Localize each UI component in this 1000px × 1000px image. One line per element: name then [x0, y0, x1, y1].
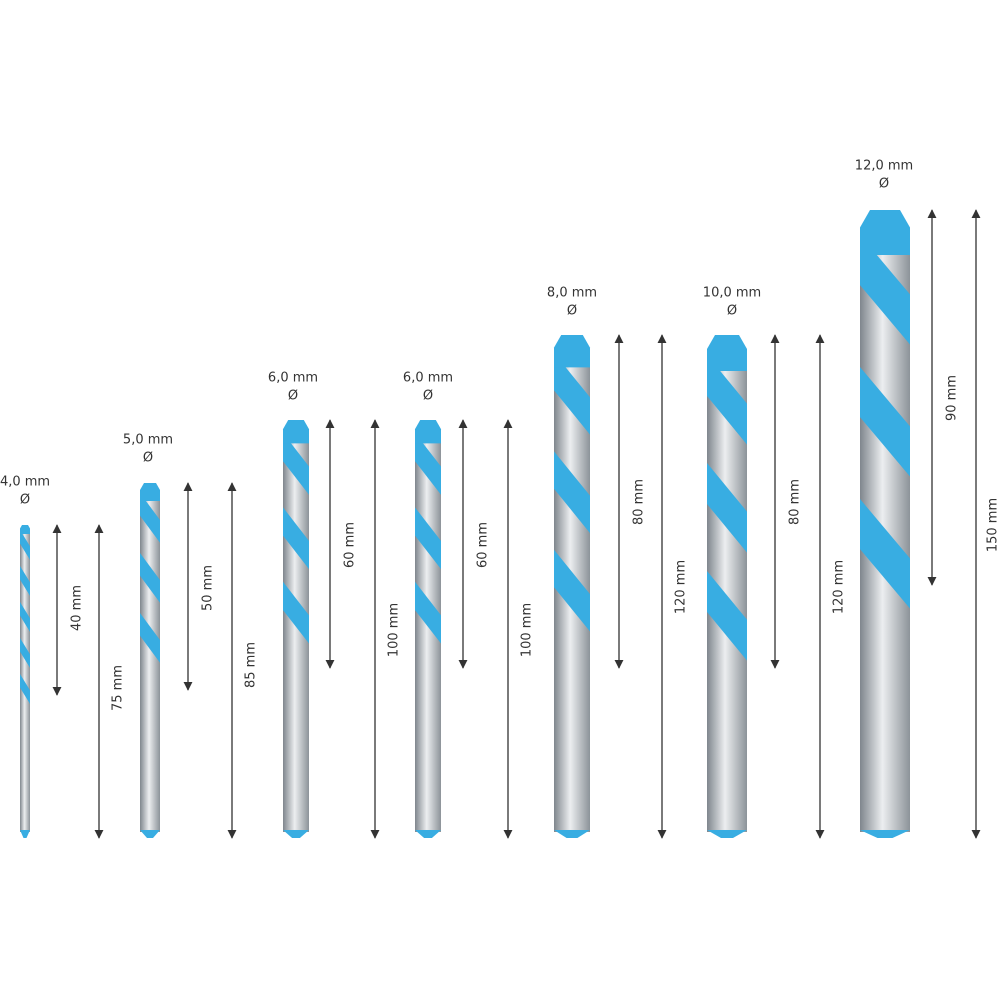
tip [140, 483, 160, 501]
diameter-symbol: Ø [567, 304, 577, 319]
total-length-label: 100 mm [520, 603, 535, 657]
diameter-symbol: Ø [288, 389, 298, 404]
diameter-symbol: Ø [879, 177, 889, 192]
tip [554, 335, 590, 368]
diameter-label: 10,0 mm [703, 286, 761, 301]
total-length-label: 75 mm [111, 665, 126, 711]
flute-spiral [140, 493, 160, 663]
drill-bit [140, 483, 160, 838]
drill-bit [860, 210, 910, 838]
flute-length-label: 90 mm [945, 375, 960, 421]
flute-spiral [860, 235, 910, 609]
tip [415, 420, 441, 444]
flute-length-label: 50 mm [201, 565, 216, 611]
shank-end [707, 830, 747, 838]
diameter-label: 5,0 mm [123, 433, 173, 448]
diameter-symbol: Ø [143, 451, 153, 466]
flute-spiral [707, 355, 747, 661]
flute-length-label: 80 mm [788, 479, 803, 525]
shaft [20, 531, 30, 832]
total-length-label: 120 mm [832, 560, 847, 614]
shank-end [283, 830, 309, 838]
diameter-symbol: Ø [727, 304, 737, 319]
diameter-label: 8,0 mm [547, 286, 597, 301]
diameter-label: 6,0 mm [403, 371, 453, 386]
flute-spiral [283, 433, 309, 644]
shaft [140, 495, 160, 832]
flute-length-label: 60 mm [343, 522, 358, 568]
drill-bit [415, 420, 441, 838]
tip [707, 335, 747, 371]
tip [283, 420, 309, 444]
flute-length-label: 60 mm [476, 522, 491, 568]
drill-bit [20, 525, 30, 838]
shank-end [140, 830, 160, 838]
diameter-symbol: Ø [423, 389, 433, 404]
diameter-label: 12,0 mm [855, 159, 913, 174]
total-length-label: 150 mm [986, 498, 1000, 552]
flute-length-label: 40 mm [70, 585, 85, 631]
tip [860, 210, 910, 255]
drill-bit [554, 335, 590, 838]
shank-end [20, 830, 30, 838]
shank-end [860, 830, 910, 838]
flute-spiral [20, 530, 30, 704]
drill-bit [707, 335, 747, 838]
shank-end [415, 830, 441, 838]
drill-bit [283, 420, 309, 838]
diameter-label: 6,0 mm [268, 371, 318, 386]
diameter-label: 4,0 mm [0, 475, 50, 490]
total-length-label: 85 mm [244, 642, 259, 688]
flute-length-label: 80 mm [632, 479, 647, 525]
total-length-label: 100 mm [387, 603, 402, 657]
flute-spiral [415, 433, 441, 644]
total-length-label: 120 mm [674, 560, 689, 614]
diameter-symbol: Ø [20, 493, 30, 508]
flute-spiral [554, 353, 590, 632]
shank-end [554, 830, 590, 838]
tip [20, 525, 30, 534]
